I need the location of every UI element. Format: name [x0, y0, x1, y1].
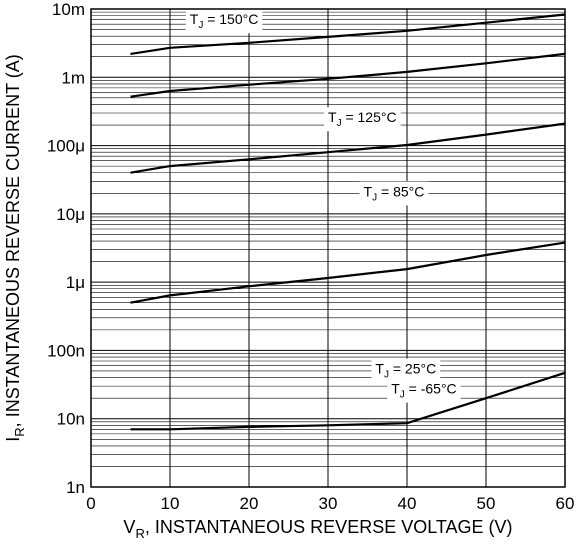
curve-label-text: TJ = 150°C: [190, 11, 259, 31]
y-axis-title: IR, INSTANTANEOUS REVERSE CURRENT (A): [3, 54, 27, 441]
curve-label-text: TJ = 125°C: [328, 109, 397, 129]
x-tick-label: 60: [556, 494, 575, 513]
curve-0: [130, 13, 566, 55]
curve-label-sub: J: [384, 369, 389, 380]
curve-label-rest: = 125°C: [342, 109, 397, 125]
curve-label-2: TJ = 85°C: [359, 181, 429, 206]
x-axis-title-main: V: [123, 517, 135, 537]
x-tick-label: 30: [319, 494, 338, 513]
x-tick-label: 50: [477, 494, 496, 513]
y-axis-title-sub: R: [12, 427, 27, 436]
y-tick-label: 1μ: [66, 273, 85, 292]
x-tick-labels: 0 10 20 30 40 50 60: [86, 494, 574, 513]
grid: [90, 9, 566, 488]
curve-label-rest: = 150°C: [203, 11, 258, 27]
x-tick-label: 10: [161, 494, 180, 513]
y-tick-labels: 1n 10n 100n 1μ 10μ 100μ 1m 10m: [47, 0, 85, 497]
curve-2: [130, 122, 566, 174]
y-tick-label: 10n: [57, 410, 85, 429]
curve-label-text: TJ = 25°C: [375, 360, 436, 380]
x-axis-title-rest: , INSTANTANEOUS REVERSE VOLTAGE (V): [145, 517, 513, 537]
curve-label-bg: [185, 9, 263, 34]
curve-label-3: TJ = 25°C: [371, 358, 441, 383]
y-axis-title-main: I: [3, 437, 23, 442]
curve-label-bg: [371, 358, 441, 383]
y-tick-label: 10m: [52, 0, 85, 19]
curve-label-rest: = 25°C: [389, 360, 436, 376]
curve-label-sub: J: [337, 118, 342, 129]
x-tick-label: 40: [398, 494, 417, 513]
curve-label-sub: J: [372, 192, 377, 203]
curve-label-main: T: [364, 183, 373, 199]
curve-label-bg: [324, 107, 401, 132]
curve-3: [130, 241, 566, 304]
curve-label-sub: J: [400, 390, 405, 401]
curve-label-main: T: [328, 109, 337, 125]
curves: [130, 13, 566, 431]
curve-1: [130, 52, 566, 98]
x-tick-label: 0: [86, 494, 95, 513]
x-axis-title: VR, INSTANTANEOUS REVERSE VOLTAGE (V): [123, 517, 512, 541]
x-axis-title-sub: R: [135, 526, 144, 541]
curve-label-main: T: [190, 11, 199, 27]
curve-label-main: T: [375, 360, 384, 376]
y-axis-title-rest: , INSTANTANEOUS REVERSE CURRENT (A): [3, 54, 23, 427]
curve-label-bg: [387, 378, 461, 403]
y-tick-label: 100n: [47, 341, 85, 360]
curve-label-rest: = -65°C: [405, 381, 457, 397]
curve-label-sub: J: [198, 20, 203, 31]
y-tick-label: 1m: [61, 68, 85, 87]
y-tick-label: 10μ: [56, 205, 85, 224]
curve-label-rest: = 85°C: [377, 183, 424, 199]
curve-label-0: TJ = 150°C: [185, 9, 263, 34]
curve-label-text: TJ = -65°C: [391, 381, 456, 401]
curve-label-main: T: [391, 381, 400, 397]
y-tick-label: 100μ: [47, 137, 85, 156]
x-tick-label: 20: [240, 494, 259, 513]
curve-label-1: TJ = 125°C: [324, 107, 401, 132]
curve-4: [130, 371, 566, 431]
curve-labels: TJ = 150°CTJ = 125°CTJ = 85°CTJ = 25°CTJ…: [185, 9, 461, 403]
plot-frame: [90, 8, 566, 488]
curve-label-bg: [359, 181, 429, 206]
curve-label-text: TJ = 85°C: [364, 183, 425, 203]
curve-label-4: TJ = -65°C: [387, 378, 461, 403]
y-tick-label: 1n: [66, 478, 85, 497]
